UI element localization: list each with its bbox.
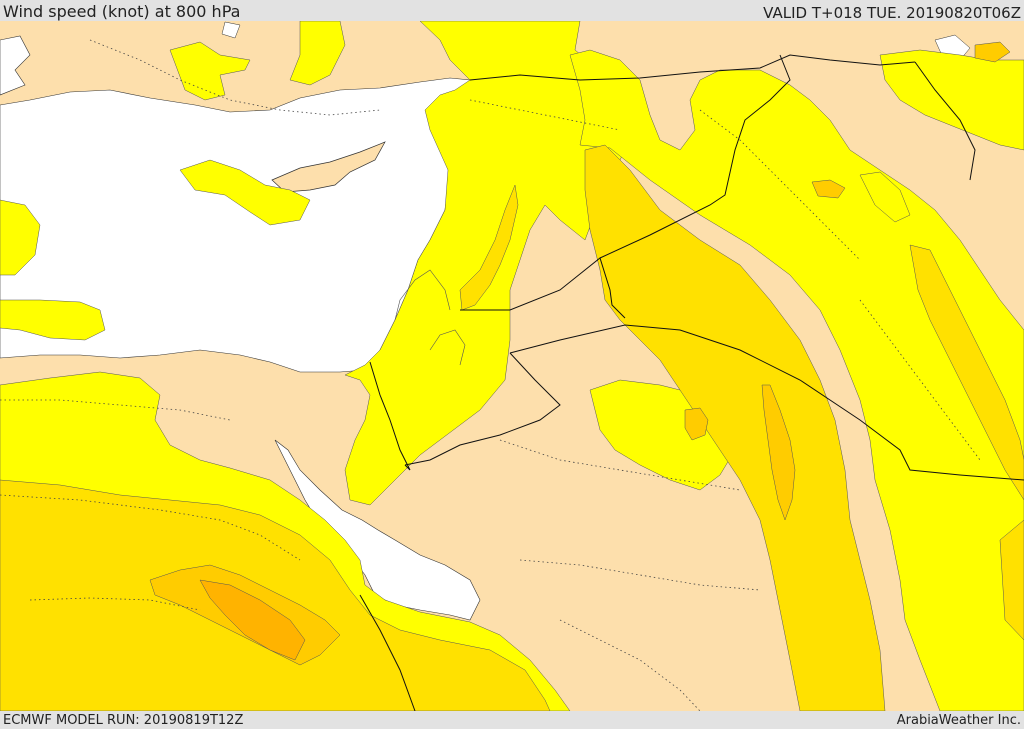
footer-bar (0, 711, 1024, 729)
lake-van (221, 21, 241, 39)
provider-label: ArabiaWeather Inc. (896, 713, 1021, 728)
national-borders (359, 54, 1024, 711)
cyprus-island (271, 141, 386, 193)
wind-band-4 (199, 579, 306, 661)
aegean-coast (0, 35, 31, 96)
valid-time: VALID T+018 TUE. 20190820T06Z (763, 4, 1021, 22)
wind-speed-map[interactable] (0, 21, 1024, 711)
isotach-contours (394, 269, 466, 366)
header-bar (0, 0, 1024, 21)
model-run-label: ECMWF MODEL RUN: 20190819T12Z (3, 713, 244, 728)
internal-boundaries (0, 39, 981, 711)
map-title: Wind speed (knot) at 800 hPa (3, 2, 241, 21)
